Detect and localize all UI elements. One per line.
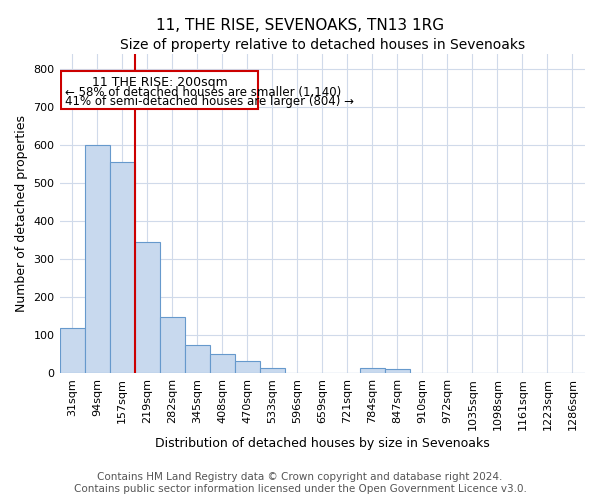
Bar <box>160 317 185 373</box>
Text: 11, THE RISE, SEVENOAKS, TN13 1RG: 11, THE RISE, SEVENOAKS, TN13 1RG <box>156 18 444 32</box>
Y-axis label: Number of detached properties: Number of detached properties <box>15 115 28 312</box>
Bar <box>61 71 259 109</box>
Text: 11 THE RISE: 200sqm: 11 THE RISE: 200sqm <box>92 76 227 88</box>
Bar <box>209 354 235 373</box>
Bar <box>235 360 260 373</box>
Bar <box>260 368 285 373</box>
Bar <box>385 370 410 373</box>
Bar <box>59 328 85 373</box>
Text: ← 58% of detached houses are smaller (1,140): ← 58% of detached houses are smaller (1,… <box>65 86 341 98</box>
Text: 41% of semi-detached houses are larger (804) →: 41% of semi-detached houses are larger (… <box>65 94 353 108</box>
Title: Size of property relative to detached houses in Sevenoaks: Size of property relative to detached ho… <box>120 38 525 52</box>
Bar <box>85 145 110 373</box>
Bar <box>134 242 160 373</box>
Bar <box>185 346 209 373</box>
Bar <box>360 368 385 373</box>
Text: Contains HM Land Registry data © Crown copyright and database right 2024.
Contai: Contains HM Land Registry data © Crown c… <box>74 472 526 494</box>
Bar <box>110 162 134 373</box>
X-axis label: Distribution of detached houses by size in Sevenoaks: Distribution of detached houses by size … <box>155 437 490 450</box>
